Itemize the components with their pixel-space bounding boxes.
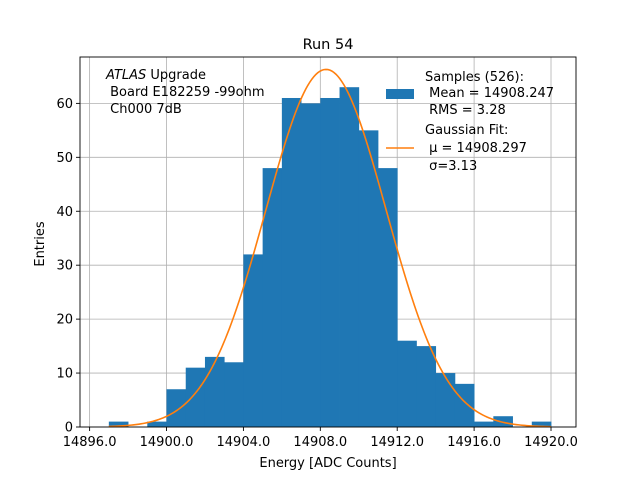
legend-fit-line-3: σ=3.13 [425, 159, 477, 174]
annotation-line-1: ATLAS Upgrade [105, 68, 206, 83]
x-axis-label: Energy [ADC Counts] [259, 456, 396, 471]
y-tick-label: 10 [56, 367, 73, 382]
histogram-bar [474, 421, 494, 427]
axes-frame [79, 56, 577, 428]
annotation-upgrade: Upgrade [146, 68, 206, 83]
legend-hist-line-1: Samples (526): [425, 70, 524, 85]
histogram-bar [416, 346, 437, 427]
histogram-bar [281, 97, 302, 427]
legend-fit-line-1: Gaussian Fit: [425, 123, 508, 138]
histogram-bar [108, 421, 129, 427]
histogram-bar [531, 421, 552, 427]
legend: Samples (526): Mean = 14908.247 RMS = 3.… [386, 70, 554, 174]
x-tick-label: 14916.0 [447, 435, 501, 450]
legend-hist-line-2: Mean = 14908.247 [425, 86, 554, 101]
y-axis-label: Entries [33, 221, 48, 267]
histogram-bar [224, 362, 244, 427]
y-tick-label: 50 [56, 151, 73, 166]
axes-layer [79, 56, 577, 428]
histogram-bar [147, 421, 167, 427]
x-tick-label: 14908.0 [293, 435, 347, 450]
x-tick-label: 14900.0 [140, 435, 194, 450]
tick-layer: 14896.0 14900.0 14904.0 14908.0 14912.0 14916… [56, 97, 577, 450]
histogram-bar [377, 168, 398, 428]
histogram-bar [320, 97, 340, 427]
histogram-bar [262, 168, 283, 428]
histogram-bar [339, 87, 360, 428]
annotation-atlas: ATLAS [105, 68, 146, 83]
gaussian-fit-curve [108, 68, 552, 428]
histogram-bar [397, 340, 417, 427]
y-tick-label: 20 [56, 313, 73, 328]
histogram-bar [204, 356, 225, 427]
histogram-bar [166, 389, 187, 427]
histogram-bar [358, 130, 379, 427]
x-tick-label: 14912.0 [370, 435, 424, 450]
legend-hist-line-3: RMS = 3.28 [425, 103, 506, 118]
annotation-line-2: Board E182259 -99ohm [106, 85, 265, 100]
histogram-bar [185, 367, 206, 427]
histogram-bar [454, 383, 475, 427]
histogram-bar [243, 254, 264, 427]
x-tick-label: 14904.0 [217, 435, 271, 450]
annotation: ATLAS Upgrade Board E182259 -99ohm Ch000… [105, 68, 265, 117]
histogram-bar [301, 103, 321, 428]
y-tick-label: 0 [65, 421, 73, 436]
x-tick-label: 14920.0 [524, 435, 578, 450]
y-tick-label: 30 [56, 259, 73, 274]
x-tick-label: 14896.0 [63, 435, 117, 450]
chart-title: Run 54 [303, 37, 354, 53]
y-tick-label: 60 [56, 97, 73, 112]
histogram-bars [108, 87, 552, 428]
annotation-line-3: Ch000 7dB [106, 102, 182, 117]
histogram-bar [435, 373, 456, 427]
legend-fit-line-2: μ = 14908.297 [425, 141, 527, 156]
fit-layer [108, 68, 552, 428]
legend-hist-swatch [386, 89, 414, 99]
y-tick-label: 40 [56, 205, 73, 220]
